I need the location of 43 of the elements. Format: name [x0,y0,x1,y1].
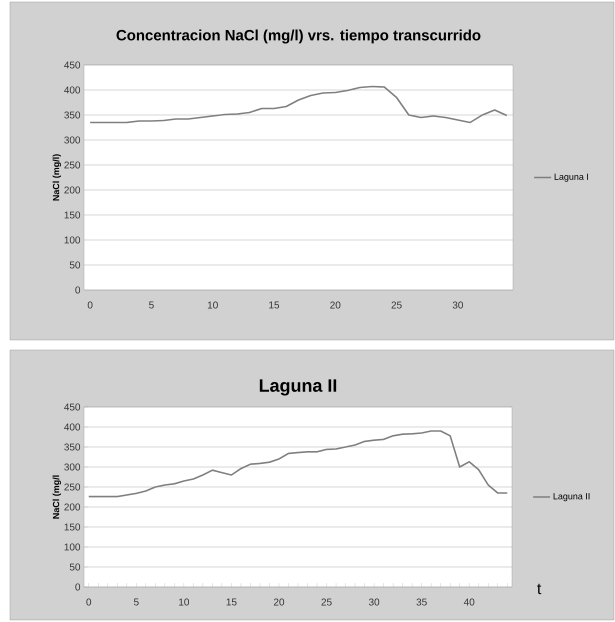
x-axis-title: t [537,584,542,594]
y-tick-label: 300 [64,136,80,144]
x-tick-label: 15 [226,598,237,606]
y-tick-label: 450 [64,403,80,411]
y-axis-title: NaCl (mg/l [52,475,62,519]
y-tick-label: 0 [75,583,80,591]
y-tick-label: 300 [64,463,80,471]
y-tick-label: 200 [64,503,80,511]
x-tick-label: 30 [368,598,380,606]
x-tick-label: 25 [392,302,402,309]
y-tick-label: 400 [64,423,80,431]
y-tick-label: 250 [64,161,80,169]
x-tick-label: 25 [321,598,332,606]
x-tick-label: 5 [149,302,154,308]
y-axis-title: NaCl (mg/l) [52,154,62,201]
x-tick-label: 40 [464,598,474,606]
x-tick-label: 20 [330,302,340,309]
y-tick-label: 0 [75,286,80,294]
x-tick-label: 0 [88,302,93,309]
x-tick-label: 5 [134,598,139,606]
y-tick-label: 200 [64,186,80,194]
y-tick-label: 350 [64,443,80,451]
x-tick-label: 30 [452,302,463,309]
x-tick-label: 10 [179,598,190,606]
chart-title: Laguna II [260,379,336,396]
x-tick-label: 10 [208,302,218,309]
y-tick-label: 400 [64,86,80,94]
x-tick-label: 20 [274,598,284,606]
legend-label: Laguna I [554,174,588,182]
y-tick-label: 150 [64,211,80,219]
y-tick-label: 100 [64,236,80,244]
x-tick-label: 0 [86,598,92,606]
y-tick-label: 150 [64,523,80,531]
legend-label: Laguna II [554,493,590,502]
x-tick-label: 35 [416,598,427,606]
y-tick-label: 50 [70,261,80,269]
y-tick-label: 100 [64,543,80,551]
y-tick-label: 350 [64,111,80,119]
x-tick-label: 15 [269,302,280,308]
y-tick-label: 250 [64,483,80,491]
chart-title: Concentracion NaCl (mg/l) vrs. tiempo transcurrido [116,30,480,44]
y-tick-label: 50 [70,563,80,571]
y-tick-label: 450 [64,61,80,69]
